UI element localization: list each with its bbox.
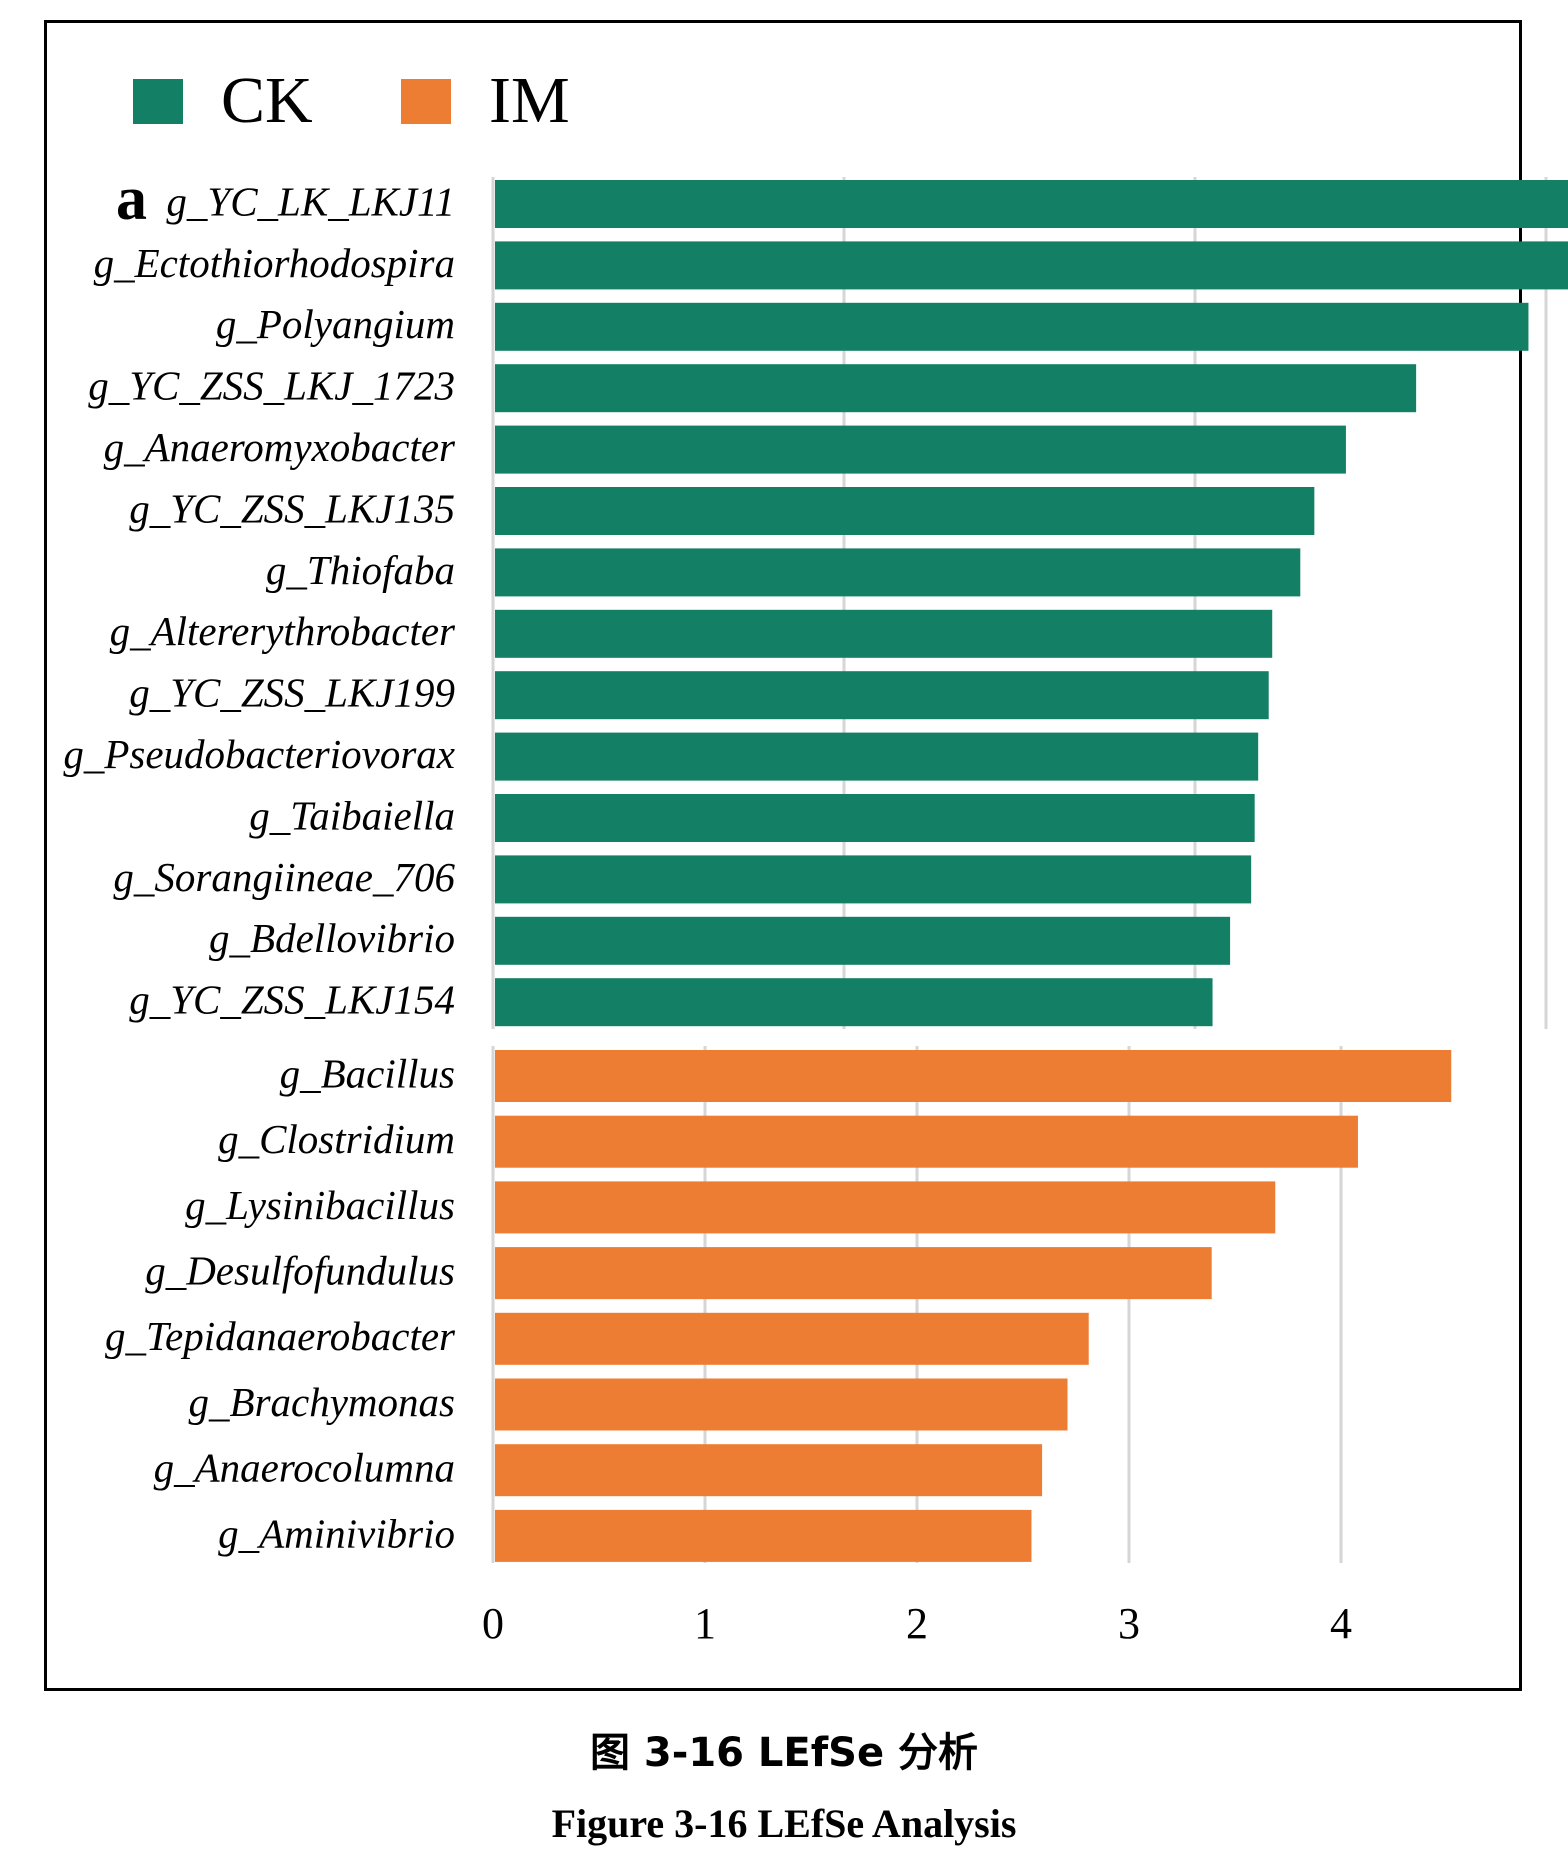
ck-bar bbox=[495, 241, 1568, 290]
ck-bar bbox=[495, 364, 1417, 413]
ck-bar bbox=[495, 302, 1529, 351]
x-tick-label: 2 bbox=[906, 1599, 928, 1648]
im-bar bbox=[495, 1247, 1212, 1300]
panel-label: a bbox=[116, 165, 147, 233]
ck-category-label: g_YC_ZSS_LKJ199 bbox=[129, 670, 455, 716]
ck-category-label: g_YC_ZSS_LKJ135 bbox=[129, 485, 455, 531]
ck-category-label: g_YC_ZSS_LKJ_1723 bbox=[88, 363, 455, 409]
ck-bar bbox=[495, 671, 1269, 720]
x-tick-label: 4 bbox=[1330, 1599, 1352, 1648]
im-bar bbox=[495, 1509, 1032, 1562]
im-category-label: g_Lysinibacillus bbox=[185, 1182, 455, 1228]
ck-bar bbox=[495, 732, 1259, 781]
ck-bar bbox=[495, 978, 1213, 1027]
ck-category-label: g_Sorangiineae_706 bbox=[113, 854, 455, 900]
im-category-label: g_Desulfofundulus bbox=[145, 1248, 455, 1294]
ck-category-label: g_Anaeromyxobacter bbox=[104, 424, 456, 470]
im-category-label: g_Clostridium bbox=[218, 1116, 455, 1162]
im-category-label: g_Anaerocolumna bbox=[154, 1445, 455, 1491]
legend-item-im: IM bbox=[401, 68, 570, 134]
im-bar bbox=[495, 1378, 1068, 1431]
ck-bar bbox=[495, 180, 1568, 228]
lefse-bar-chart: g_YC_LK_LKJ11 g_Ectothiorhodospira g_Polya… bbox=[63, 177, 1568, 1648]
ck-category-label: g_Pseudobacteriovorax bbox=[63, 731, 455, 777]
figure-caption-english: Figure 3-16 LEfSe Analysis bbox=[551, 1801, 1017, 1846]
im-bar bbox=[495, 1444, 1043, 1497]
ck-category-label: g_Polyangium bbox=[216, 301, 455, 347]
ck-category-label: g_Thiofaba bbox=[266, 547, 455, 593]
ck-bar bbox=[495, 855, 1252, 904]
legend-label-ck: CK bbox=[221, 64, 313, 137]
legend-swatch-ck bbox=[133, 78, 183, 124]
figure-caption-chinese: 图 3-16 LEfSe 分析 bbox=[589, 1730, 979, 1776]
ck-bar bbox=[495, 916, 1231, 965]
im-category-label: g_Brachymonas bbox=[189, 1379, 455, 1425]
legend-item-ck: CK bbox=[133, 68, 313, 134]
im-bar bbox=[495, 1181, 1276, 1234]
ck-category-label: g_Ectothiorhodospira bbox=[94, 240, 455, 286]
im-category-label: g_Tepidanaerobacter bbox=[105, 1313, 456, 1359]
im-bar bbox=[495, 1115, 1358, 1168]
x-tick-label: 3 bbox=[1118, 1599, 1140, 1648]
ck-bar bbox=[495, 548, 1301, 597]
ck-bar bbox=[495, 794, 1255, 842]
ck-category-label: g_Bdellovibrio bbox=[209, 915, 455, 961]
im-category-label: g_Aminivibrio bbox=[218, 1510, 455, 1556]
legend-swatch-im bbox=[401, 78, 451, 124]
ck-category-label: g_YC_LK_LKJ11 bbox=[166, 178, 455, 224]
im-bar bbox=[495, 1050, 1452, 1102]
ck-category-label: g_YC_ZSS_LKJ154 bbox=[129, 977, 455, 1023]
ck-category-label: g_Altererythrobacter bbox=[110, 608, 456, 654]
ck-bar bbox=[495, 425, 1346, 474]
x-tick-label: 1 bbox=[694, 1599, 716, 1648]
legend-label-im: IM bbox=[489, 64, 570, 137]
x-tick-label: 0 bbox=[482, 1599, 504, 1648]
ck-bar bbox=[495, 487, 1315, 535]
im-category-label: g_Bacillus bbox=[280, 1050, 455, 1096]
im-bar bbox=[495, 1312, 1089, 1365]
ck-category-label: g_Taibaiella bbox=[249, 792, 455, 838]
ck-bar bbox=[495, 609, 1273, 658]
